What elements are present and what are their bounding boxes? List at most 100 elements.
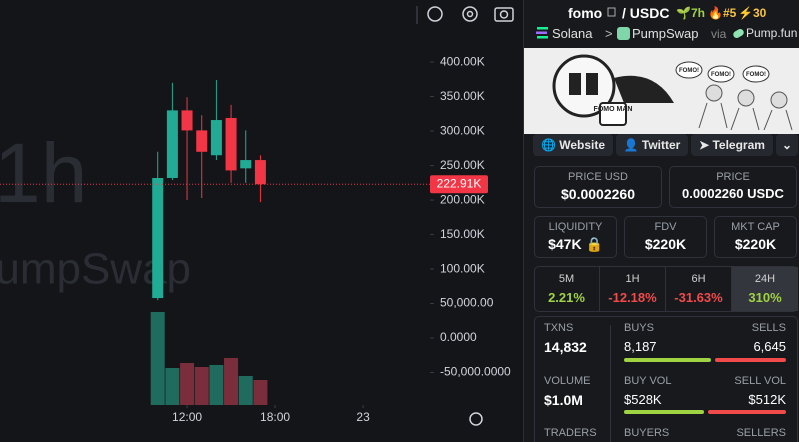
telegram-label: Telegram	[712, 138, 765, 152]
twitter-label: Twitter	[641, 138, 681, 152]
buy-vol-value: $528K	[624, 392, 662, 407]
sell-vol-value: $512K	[748, 392, 786, 407]
timeframe-tab[interactable]: 6H -31.63%	[666, 267, 732, 311]
sells-label: SELLS	[751, 322, 786, 334]
stats-box	[534, 316, 798, 442]
boosts-text: 30	[752, 6, 767, 20]
dex-logo	[617, 27, 630, 40]
y-tick-label: 300.00K	[440, 123, 485, 137]
volume-bar	[180, 363, 195, 405]
liquidity-value: $47K 🔒	[535, 236, 616, 253]
candle-body	[240, 160, 252, 169]
volume-bar	[224, 358, 239, 405]
price-usd-value: $0.0002260	[561, 186, 635, 202]
sell-vol-label: SELL VOL	[734, 375, 786, 387]
telegram-button[interactable]: ➤ Telegram	[691, 134, 773, 156]
chain-name[interactable]: Solana	[552, 26, 593, 41]
price-quote-box: PRICE 0.0002260 USDC	[669, 166, 797, 208]
shout-text: FOMO!	[711, 72, 731, 78]
sell-ratio-bar	[715, 358, 786, 362]
axis-settings-icon[interactable]	[469, 412, 483, 426]
screenshot-icon[interactable]	[494, 7, 514, 22]
boosts: ⚡30	[738, 6, 767, 20]
via-text: via	[711, 27, 727, 41]
y-tick-label: 350.00K	[440, 89, 485, 103]
screenshot-lens	[499, 10, 509, 19]
y-tick-label: 50,000.00	[440, 296, 494, 310]
volume-bar	[165, 368, 180, 405]
candle-body	[152, 178, 164, 299]
candle-body	[181, 110, 193, 131]
txns-label: TXNS	[544, 322, 574, 334]
buys-value: 8,187	[624, 339, 657, 354]
settings-icon[interactable]	[462, 6, 478, 22]
volume-bar	[253, 380, 268, 405]
timeframe-tabs: 5M 2.21% 1H -12.18% 6H -31.63% 24H 310%	[534, 266, 798, 312]
price-quote-label: PRICE	[716, 171, 750, 183]
tab-change: -12.18%	[608, 290, 657, 305]
more-links-button[interactable]: ⌄	[776, 134, 798, 156]
y-tick-label: 250.00K	[440, 158, 485, 172]
y-tick-label: 0.0000	[440, 330, 477, 344]
y-tick-label: -50,000.0000	[440, 365, 511, 379]
trending-rank: 🔥#5	[708, 6, 737, 20]
timeframe-tab[interactable]: 5M 2.21%	[534, 267, 600, 311]
current-price-tag	[430, 175, 488, 194]
tab-change: 2.21%	[548, 290, 585, 305]
price-usd-box: PRICE USD $0.0002260	[534, 166, 662, 208]
stats-divider	[610, 325, 611, 442]
current-price-label: 222.91K	[437, 176, 482, 190]
txns-value: 14,832	[544, 339, 587, 355]
settings-icon-center	[466, 10, 474, 18]
sellers-label: SELLERS	[736, 427, 786, 439]
liquidity-label: LIQUIDITY	[548, 221, 603, 233]
solana-logo	[536, 27, 548, 39]
breadcrumb-separator: >	[605, 26, 613, 41]
tab-change: 310%	[748, 290, 782, 305]
launchpad-logo	[733, 29, 744, 38]
price-usd-label: PRICE USD	[568, 171, 628, 183]
volume-label: VOLUME	[544, 375, 591, 387]
volume-bar	[150, 312, 165, 405]
mascot-label: FOMO MAN	[594, 106, 633, 113]
liquidity-box: LIQUIDITY $47K 🔒	[534, 216, 617, 258]
timeframe-tab[interactable]: 1H -12.18%	[600, 267, 666, 311]
y-tick-label: 200.00K	[440, 192, 485, 206]
indicator-icon[interactable]	[427, 6, 443, 22]
twitter-button[interactable]: 👤 Twitter	[616, 134, 688, 156]
candle-body	[225, 117, 237, 171]
market-cap-label: MKT CAP	[731, 221, 780, 233]
volume-bar	[238, 376, 253, 405]
pair-age-text: 7h	[690, 6, 705, 20]
x-tick-label: 12:00	[172, 410, 202, 424]
tab-change: -31.63%	[674, 290, 723, 305]
x-tick-label: 23	[356, 410, 370, 424]
watermark-interval: 1h	[0, 126, 87, 220]
launchpad-name[interactable]: Pump.fun	[746, 26, 798, 40]
tab-label: 5M	[558, 273, 575, 285]
candle-body	[166, 110, 178, 179]
token-banner: FOMO MAN FOMO! FOMO! FOMO!	[524, 48, 799, 134]
shout-text: FOMO!	[746, 72, 766, 78]
liquidity-value-text: $47K	[548, 236, 582, 252]
timeframe-tab[interactable]: 24H 310%	[732, 267, 798, 311]
traders-label: TRADERS	[544, 427, 597, 439]
website-label: Website	[559, 138, 606, 152]
y-tick-label: 150.00K	[440, 227, 485, 241]
tab-label: 1H	[625, 273, 640, 285]
fdv-label: FDV	[654, 221, 677, 233]
price-quote-value: 0.0002260 USDC	[682, 186, 784, 201]
shout-text: FOMO!	[679, 68, 699, 74]
volume-value: $1.0M	[544, 392, 583, 408]
tab-label: 6H	[691, 273, 706, 285]
buy-ratio-bar	[624, 410, 705, 414]
website-button[interactable]: 🌐 Website	[533, 134, 613, 156]
candle-body	[254, 160, 266, 185]
dex-name[interactable]: PumpSwap	[632, 26, 699, 41]
copy-icon[interactable]	[607, 7, 617, 18]
sells-value: 6,645	[753, 339, 786, 354]
candle-body	[210, 120, 222, 156]
pair-age: 🌱7h	[676, 6, 705, 20]
volume-bar	[209, 365, 224, 405]
